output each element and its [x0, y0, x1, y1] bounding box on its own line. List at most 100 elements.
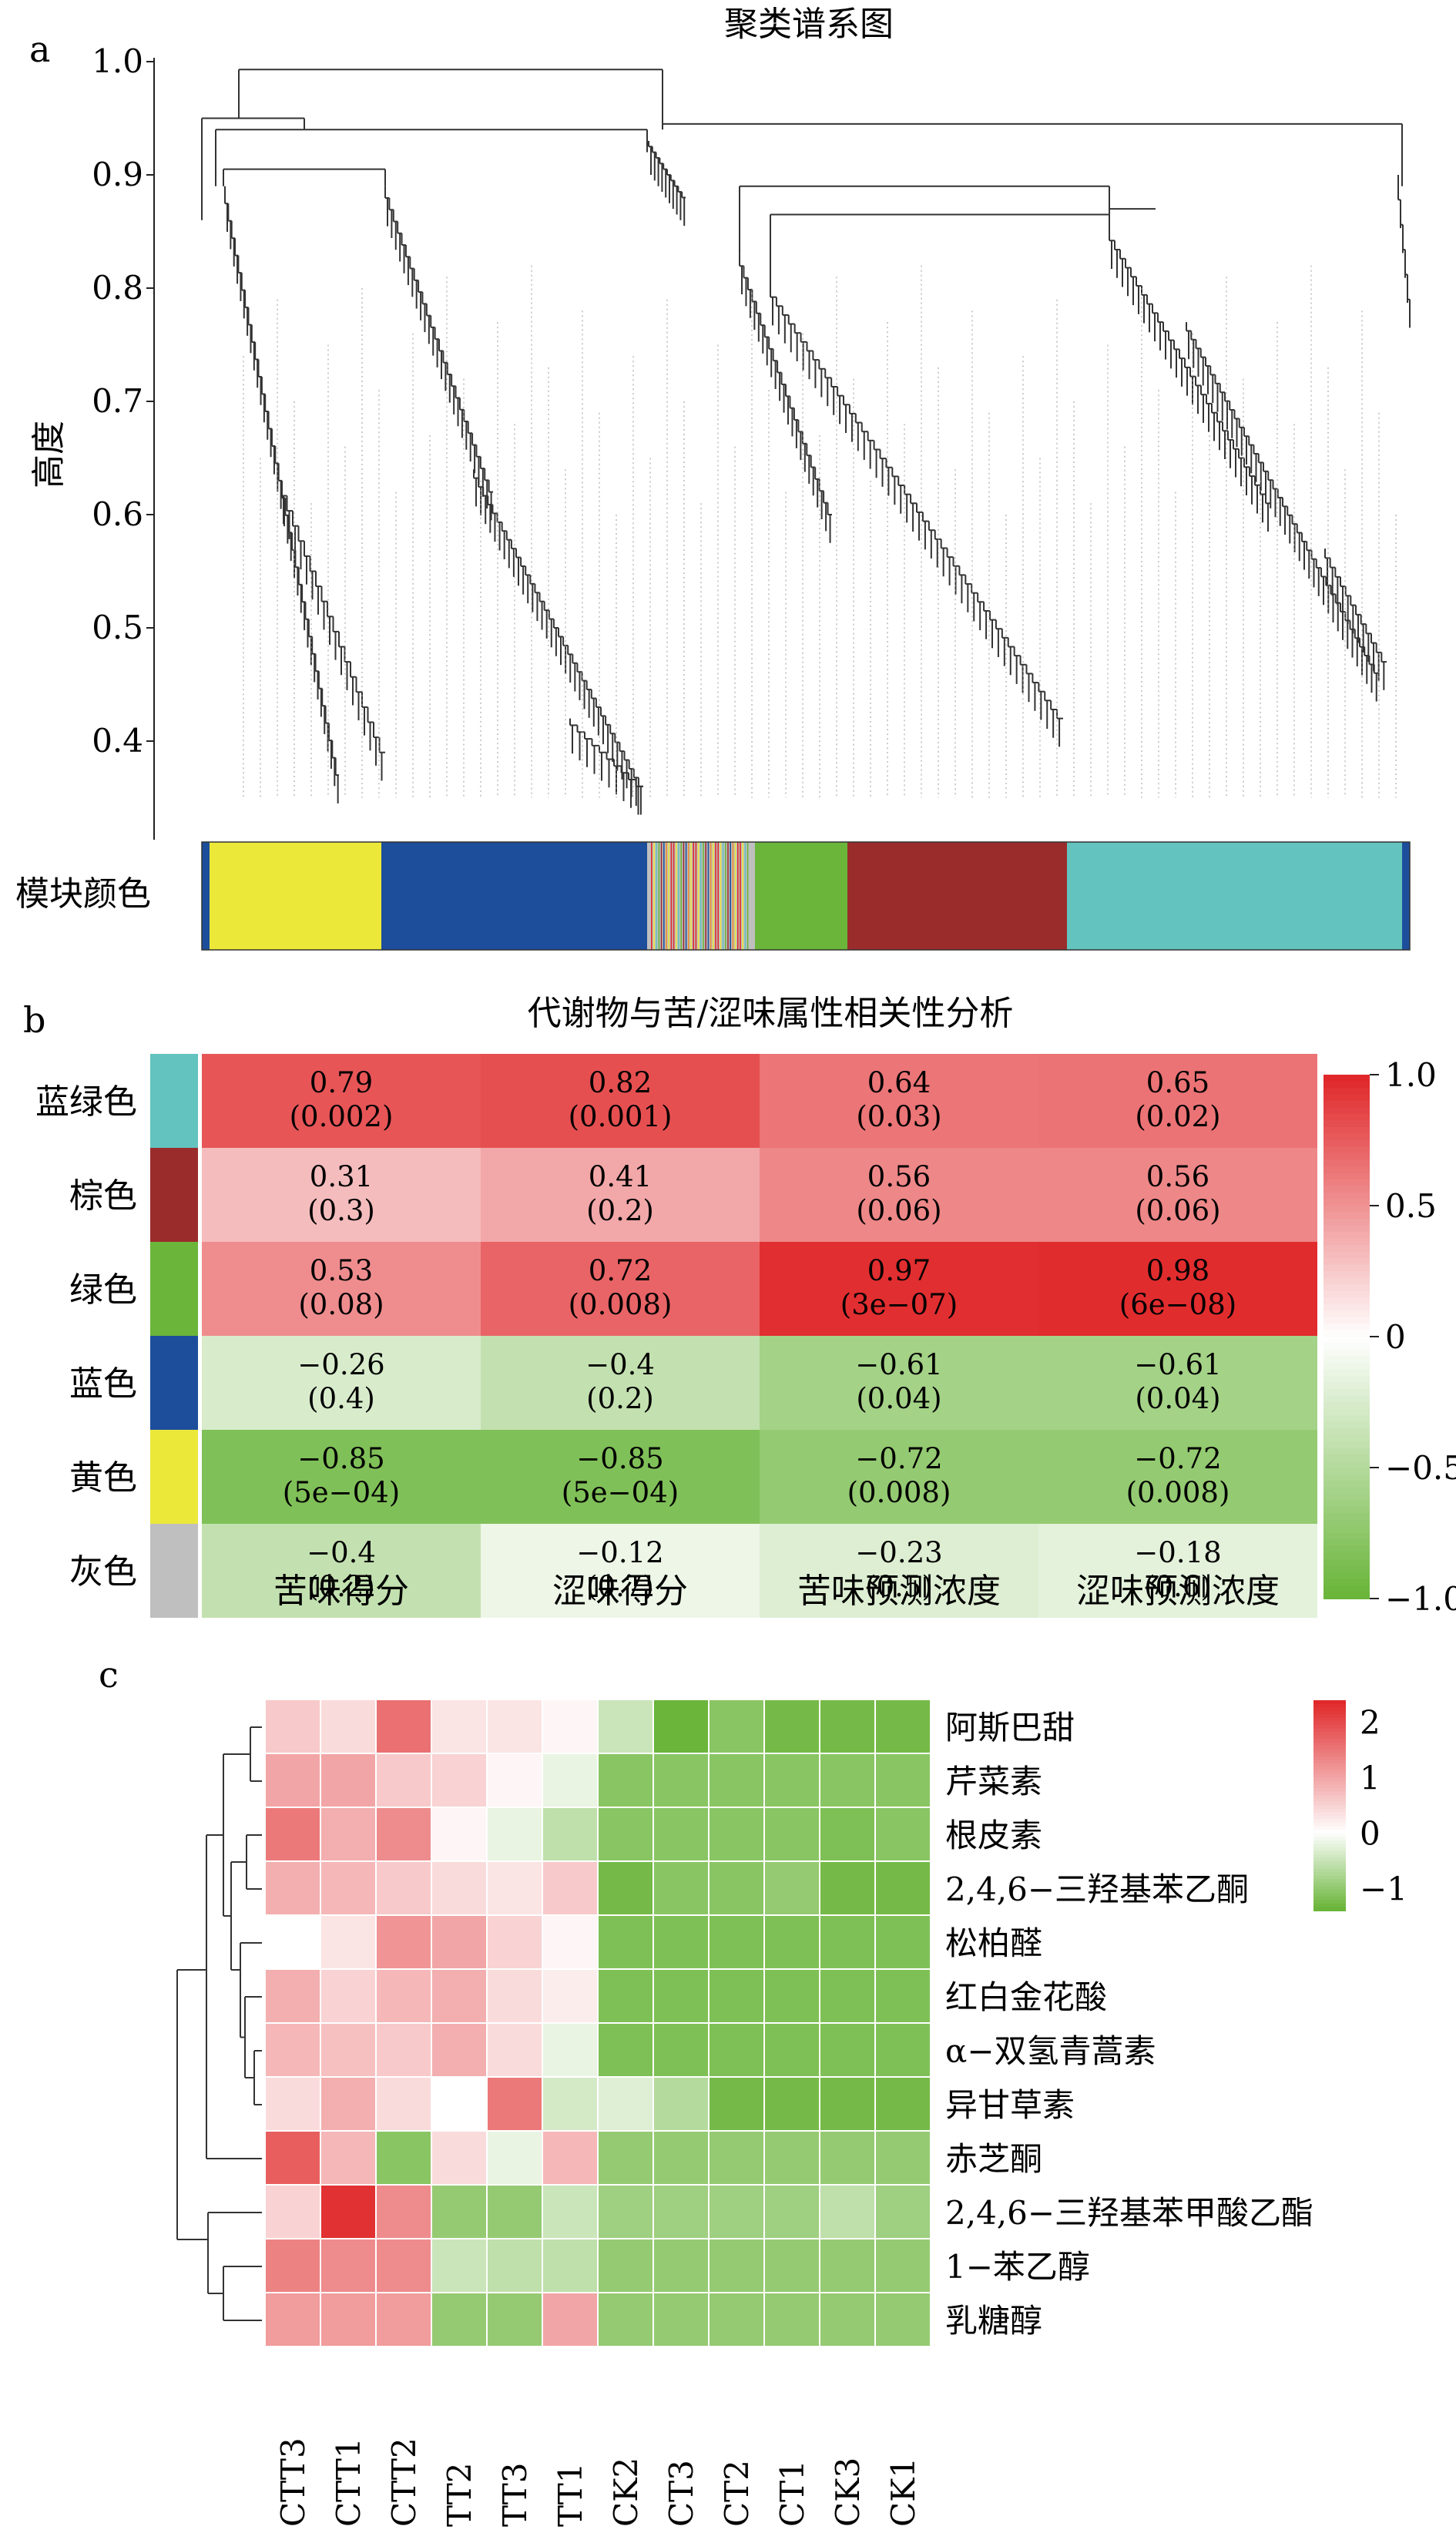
heatmap-cell [481, 1524, 760, 1618]
colorbar-swatch [1323, 1448, 1370, 1455]
colorbar-swatch [1323, 1389, 1370, 1397]
colorbar-swatch [1313, 1710, 1346, 1716]
module-swatch [150, 1430, 198, 1524]
heatmap-cell [710, 2078, 763, 2130]
heatmap-cell [765, 1754, 819, 1807]
sample-label: TT1 [552, 2462, 589, 2527]
module-stripe [717, 842, 719, 950]
colorbar-swatch [1313, 1794, 1346, 1800]
colorbar-swatch [1323, 1146, 1370, 1154]
module-stripe [670, 842, 673, 950]
heatmap-cell [377, 1862, 431, 1914]
colorbar-swatch [1323, 1363, 1370, 1371]
heatmap-cell [1038, 1242, 1317, 1336]
y-tick: 0.5 [92, 609, 143, 646]
heatmap-cell [1038, 1524, 1317, 1618]
module-swatch [150, 1148, 198, 1242]
colorbar-swatch [1313, 1749, 1346, 1754]
heatmap-cell [488, 2024, 542, 2076]
module-stripe [734, 842, 736, 950]
heatmap-cell [765, 2024, 819, 2076]
heatmap-cell [654, 2078, 708, 2130]
colorbar-swatch [1313, 1823, 1346, 1827]
heatmap-cell [432, 1916, 486, 1968]
heatmap-cell [760, 1148, 1038, 1242]
row-label: 蓝绿色 [35, 1082, 137, 1122]
heatmap-cell [432, 1700, 486, 1753]
colorbar-swatch [1323, 1441, 1370, 1449]
heatmap-cell [760, 1524, 1038, 1618]
cell-value-label: −0.4 [307, 1536, 376, 1569]
module-segment-turquoise [1067, 842, 1402, 950]
metabolite-label: α−双氢青蒿素 [945, 2032, 1156, 2070]
heatmap-cell [820, 1754, 874, 1807]
cell-value-label: −0.12 [576, 1536, 663, 1569]
heatmap-cell [876, 1808, 930, 1860]
colorbar-swatch [1313, 1780, 1346, 1786]
heatmap-cell [876, 2186, 930, 2238]
colorbar-swatch [1313, 1760, 1346, 1764]
colorbar-swatch [1323, 1159, 1370, 1167]
colorbar-swatch [1323, 1140, 1370, 1148]
colorbar-swatch [1313, 1756, 1346, 1761]
heatmap-cell [654, 2132, 708, 2184]
heatmap-cell [599, 2132, 653, 2184]
colorbar-swatch [1323, 1546, 1370, 1554]
colorbar-swatch [1313, 1763, 1346, 1768]
heatmap-cell [266, 2239, 320, 2292]
colorbar-swatch [1313, 1735, 1346, 1740]
colorbar-swatch [1313, 1714, 1346, 1719]
heatmap-cell [654, 2186, 708, 2238]
heatmap-cell [820, 2186, 874, 2238]
heatmap-cell [765, 2293, 819, 2346]
heatmap-cell [599, 2293, 653, 2346]
heatmap-cell [543, 1808, 597, 1860]
colorbar-swatch [1323, 1193, 1370, 1200]
heatmap-cell [820, 1700, 874, 1753]
metabolite-label: 2,4,6−三羟基苯乙酮 [945, 1870, 1249, 1908]
metabolite-label: 1−苯乙醇 [945, 2248, 1090, 2286]
dendrogram-ylabel: 高度 [29, 421, 69, 488]
module-stripe [658, 842, 660, 950]
heatmap-cell [654, 2239, 708, 2292]
heatmap-cell [710, 1970, 763, 2022]
cell-p-value-label: (0.4) [307, 1382, 375, 1415]
cell-p-value-label: (0.06) [1135, 1194, 1220, 1227]
module-stripe [653, 842, 655, 950]
heatmap-cell [432, 2239, 486, 2292]
colorbar-swatch [1323, 1579, 1370, 1586]
heatmap-cell [266, 1916, 320, 1968]
heatmap-cell [321, 2186, 375, 2238]
cell-p-value-label: (0.04) [856, 1382, 941, 1415]
heatmap-cell [1038, 1336, 1317, 1430]
colorbar-swatch [1323, 1199, 1370, 1206]
colorbar-swatch [1313, 1787, 1346, 1793]
heatmap-cell [266, 2293, 320, 2346]
colorbar-tick-label: 1 [1360, 1760, 1381, 1797]
colorbar-swatch [1323, 1487, 1370, 1495]
colorbar-swatch [1323, 1369, 1370, 1377]
cell-value-label: 0.56 [867, 1160, 931, 1193]
module-segment-blue [1402, 842, 1410, 950]
heatmap-cell [488, 1754, 542, 1807]
heatmap-cell [820, 1808, 874, 1860]
heatmap-cell [876, 2239, 930, 2292]
module-stripe [680, 842, 682, 950]
heatmap-cell [1038, 1430, 1317, 1524]
metabolite-label: 2,4,6−三羟基苯甲酸乙酯 [945, 2194, 1313, 2232]
colorbar-swatch [1323, 1434, 1370, 1442]
heatmap-cell [760, 1054, 1038, 1148]
heatmap-cell [377, 2186, 431, 2238]
heatmap-cell [266, 2132, 320, 2184]
heatmap-cell [488, 1808, 542, 1860]
colorbar-swatch [1313, 1893, 1346, 1897]
colorbar-swatch [1313, 1700, 1346, 1705]
heatmap-cell [432, 2186, 486, 2238]
colorbar-swatch [1323, 1264, 1370, 1272]
heatmap-cell [543, 2186, 597, 2238]
heatmap-cell [654, 2293, 708, 2346]
colorbar-swatch [1323, 1461, 1370, 1468]
heatmap-cell [654, 2024, 708, 2076]
module-stripe [683, 842, 685, 950]
